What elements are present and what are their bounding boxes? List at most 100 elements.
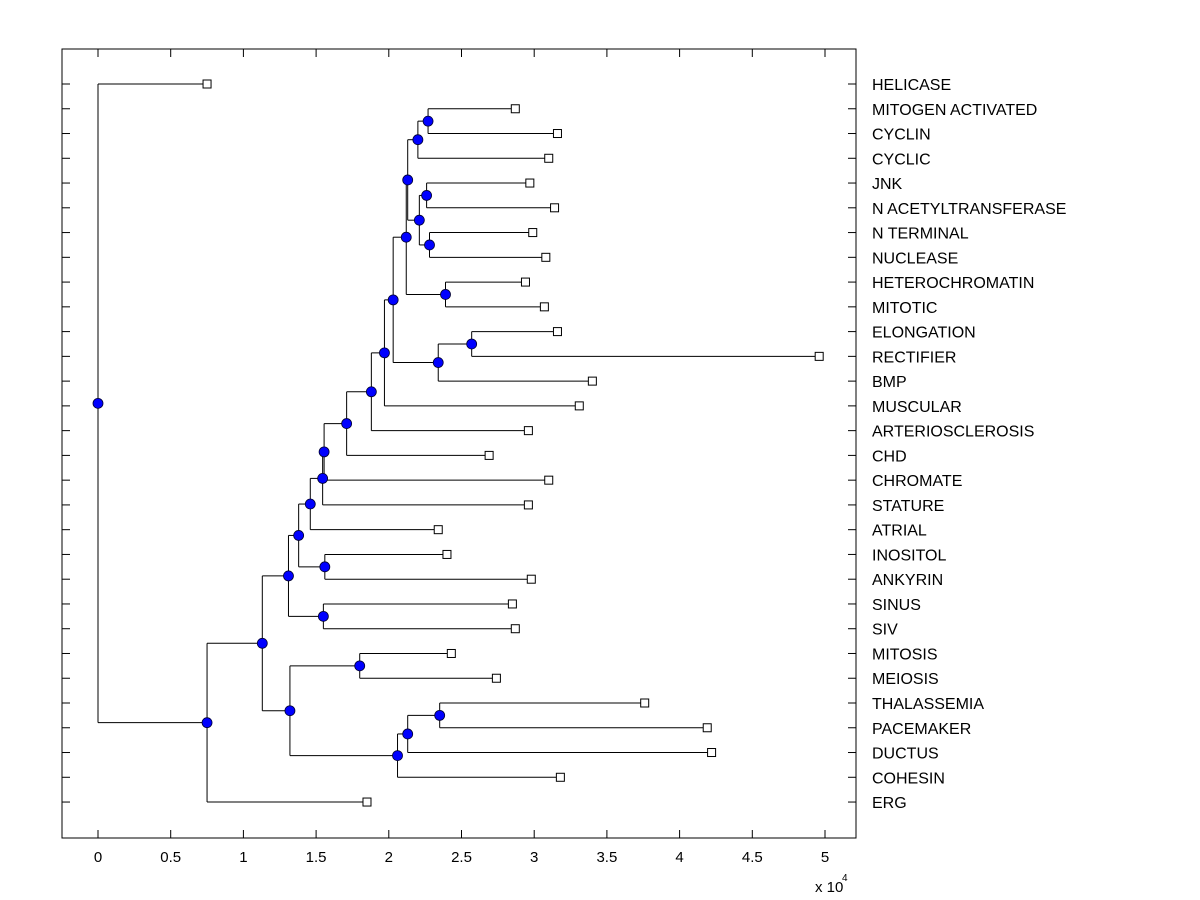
internal-node-n_t6 [341, 418, 353, 429]
x-tick-label: 4.5 [742, 849, 763, 866]
leaf-label: STATURE [872, 498, 944, 515]
leaf-label: MUSCULAR [872, 399, 962, 416]
leaf-marker [555, 772, 565, 782]
leaf-label: ELONGATION [872, 325, 976, 342]
x-tick-label: 0 [94, 849, 102, 866]
leaf-marker [544, 153, 554, 163]
leaf-label: CHROMATE [872, 473, 962, 490]
leaf-marker [707, 748, 717, 758]
x-tick-label: 1.5 [306, 849, 327, 866]
internal-node-n_t5 [365, 386, 377, 398]
leaf-label: N ACETYLTRANSFERASE [872, 201, 1066, 218]
x-tick-label: 1 [239, 849, 247, 866]
internal-node-n_t4 [379, 347, 390, 359]
internal-node-n_t13 [201, 717, 213, 729]
leaf-marker [552, 129, 562, 139]
leaf-label: HETEROCHROMATIN [872, 275, 1034, 292]
leaf-label: PACEMAKER [872, 721, 971, 738]
leaf-label: SINUS [872, 597, 921, 614]
leaf-label: CYCLIC [872, 151, 931, 168]
leaf-label: COHESIN [872, 770, 945, 787]
leaf-marker [433, 525, 443, 535]
leaf-marker [484, 450, 494, 460]
internal-node-n_t9 [304, 498, 316, 510]
x-tick-label: 5 [821, 849, 829, 866]
leaf-label: DUCTUS [872, 746, 939, 763]
x-tick-label: 2.5 [451, 849, 472, 866]
leaf-marker [539, 302, 549, 312]
internal-node-n_jnnn [413, 214, 425, 226]
leaf-label: ANKYRIN [872, 572, 943, 589]
axis-ticks [62, 49, 856, 838]
leaf-label: RECTIFIER [872, 349, 956, 366]
internal-node-n_t7 [318, 446, 330, 458]
internal-node-n_mc [422, 115, 434, 127]
internal-node-n_t10 [293, 530, 305, 541]
leaf-marker [202, 79, 212, 89]
internal-node-n_t8 [317, 472, 329, 484]
leaf-label: ERG [872, 795, 907, 812]
leaf-marker [541, 252, 551, 262]
internal-node-n_erb [432, 357, 444, 368]
tree-nodes [92, 115, 478, 762]
tree-leaves [202, 79, 824, 807]
leaf-marker [523, 500, 533, 510]
internal-node-n_b [284, 705, 296, 717]
leaf-marker [552, 327, 562, 337]
leaf-marker [574, 401, 584, 411]
leaf-label: THALASSEMIA [872, 696, 984, 713]
internal-node-n_ss [317, 610, 329, 622]
x-tick-label: 3.5 [596, 849, 617, 866]
leaf-marker [814, 351, 824, 361]
internal-node-n_tpd [402, 728, 414, 740]
leaf-marker [702, 723, 712, 733]
leaf-marker [544, 475, 554, 485]
leaf-marker [587, 376, 597, 386]
x-multiplier-label: x 10 [815, 879, 843, 896]
leaf-label: MITOGEN ACTIVATED [872, 102, 1037, 119]
internal-node-n_mm [354, 660, 366, 672]
internal-node-n_ia [319, 561, 331, 573]
leaf-marker [528, 228, 538, 238]
x-tick-labels: 0 0.5 1 1.5 2 2.5 3 3.5 4 4.5 5 [94, 849, 829, 866]
axes-box [61, 48, 857, 839]
x-tick-label: 4 [675, 849, 683, 866]
internal-node-n_jn [421, 190, 433, 201]
x-multiplier-exponent: 4 [842, 873, 848, 884]
leaf-marker [442, 549, 452, 559]
internal-node-n_hm [440, 289, 451, 300]
leaf-label: N TERMINAL [872, 226, 969, 243]
leaf-label: HELICASE [872, 77, 951, 94]
leaf-marker [526, 574, 536, 584]
internal-node-n_mcc [412, 134, 424, 146]
leaf-marker [640, 698, 650, 708]
internal-node-n_t12 [256, 637, 268, 649]
leaf-label: NUCLEASE [872, 250, 958, 267]
leaf-label: MITOTIC [872, 300, 937, 317]
internal-node-n_er [466, 338, 478, 350]
internal-node-n_t3 [387, 294, 399, 306]
leaf-label: MEIOSIS [872, 671, 939, 688]
leaf-marker [510, 104, 520, 114]
leaf-marker [362, 797, 372, 807]
internal-node-n_tpdc [392, 750, 403, 762]
internal-node-n_t11 [283, 570, 294, 582]
internal-node-root [92, 397, 104, 409]
internal-node-n_top [402, 174, 414, 186]
leaf-marker [523, 426, 533, 436]
leaf-marker [510, 624, 520, 634]
internal-node-n_tp [434, 709, 446, 721]
internal-node-n_nn [424, 239, 435, 251]
leaf-labels: HELICASE MITOGEN ACTIVATED CYCLIN CYCLIC JNK… [872, 77, 1066, 812]
leaf-label: SIV [872, 622, 898, 639]
leaf-label: ARTERIOSCLEROSIS [872, 424, 1034, 441]
leaf-label: CYCLIN [872, 127, 931, 144]
leaf-marker [491, 673, 501, 683]
leaf-label: ATRIAL [872, 523, 927, 540]
leaf-label: JNK [872, 176, 903, 193]
x-tick-label: 3 [530, 849, 538, 866]
leaf-label: CHD [872, 448, 907, 465]
x-tick-label: 0.5 [160, 849, 181, 866]
internal-node-n_top2 [400, 231, 412, 243]
